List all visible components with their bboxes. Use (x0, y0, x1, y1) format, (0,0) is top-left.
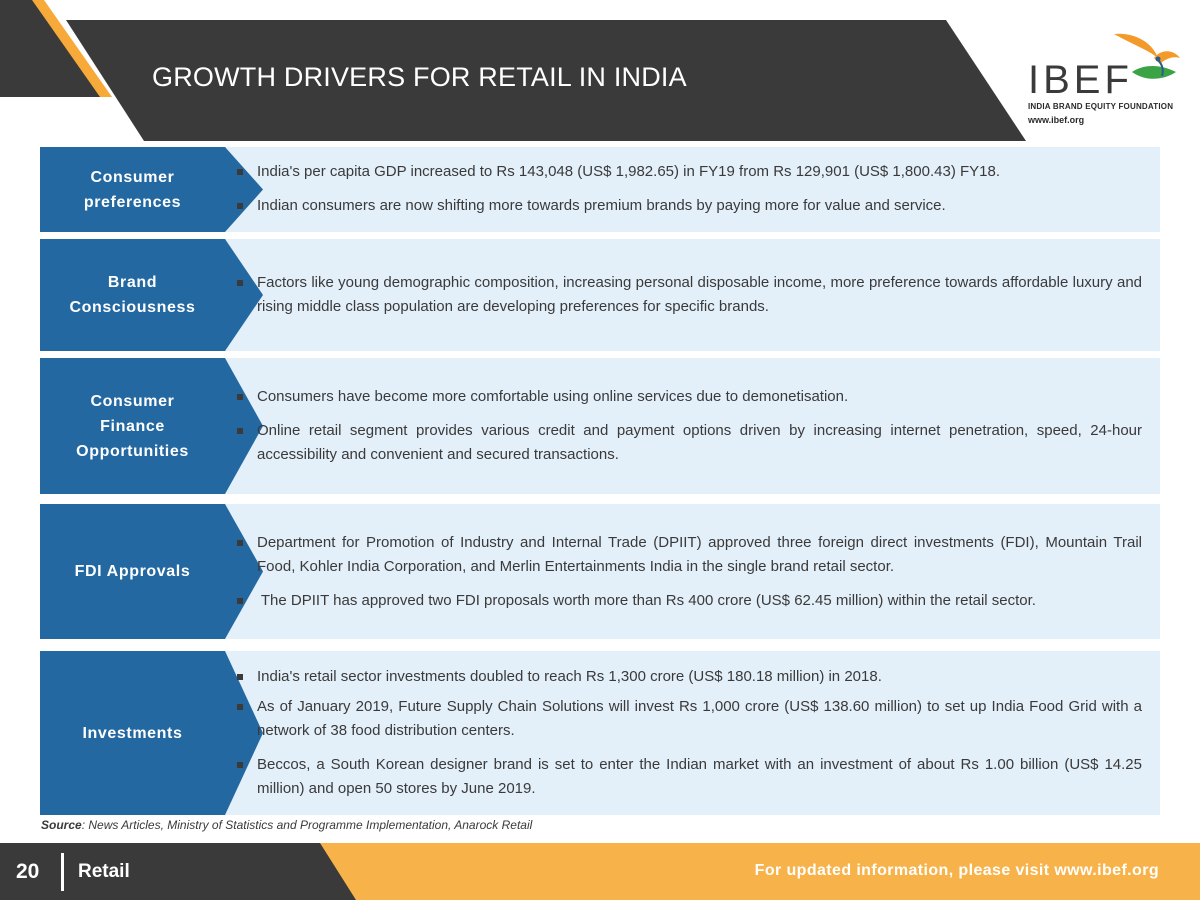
list-item: The DPIIT has approved two FDI proposals… (235, 589, 1142, 613)
row-label-line: Consciousness (69, 299, 196, 316)
logo-url[interactable]: www.ibef.org (1028, 115, 1085, 125)
source-note: Source: News Articles, Ministry of Stati… (41, 818, 532, 832)
source-label: Source (41, 818, 82, 832)
footer-section-name: Retail (78, 861, 130, 882)
row-label-line: Consumer (90, 168, 175, 186)
row-label-line: Opportunities (76, 442, 189, 460)
ibef-logo[interactable]: IBEF INDIA BRAND EQUITY FOUNDATION www.i… (1022, 22, 1182, 132)
row-arrow (205, 358, 265, 494)
footer-divider (61, 853, 64, 891)
list-item: India's retail sector investments double… (235, 665, 1142, 689)
row-label-line: Investments (82, 724, 183, 742)
bullet-list: India's per capita GDP increased to Rs 1… (235, 160, 1142, 218)
row-label-line: FDI Approvals (74, 563, 191, 580)
row-investments: Investments India's retail sector invest… (40, 651, 1160, 815)
page-number: 20 (16, 860, 40, 883)
list-item: Department for Promotion of Industry and… (235, 531, 1142, 579)
row-label: Investments (40, 651, 225, 815)
row-label: Brand Consciousness (40, 239, 225, 351)
header-band (66, 20, 1026, 141)
row-arrow (220, 239, 265, 351)
row-fdi-approvals: FDI Approvals Department for Promotion o… (40, 504, 1160, 639)
bullet-list: Factors like young demographic compositi… (235, 271, 1142, 319)
list-item: Beccos, a South Korean designer brand is… (235, 753, 1142, 801)
row-brand-consciousness: Brand Consciousness Factors like young de… (40, 239, 1160, 351)
row-arrow (200, 651, 265, 815)
logo-wordmark: IBEF (1028, 58, 1133, 102)
bullet-list: Department for Promotion of Industry and… (235, 531, 1142, 613)
list-item: Indian consumers are now shifting more t… (235, 194, 1142, 218)
bullet-list: Consumers have become more comfortable u… (235, 385, 1142, 467)
row-label-line: Brand (107, 274, 158, 291)
page-title: GROWTH DRIVERS FOR RETAIL IN INDIA (152, 62, 687, 92)
bird-logo-icon (1114, 33, 1180, 79)
row-consumer-preferences: Consumer preferences India's per capita G… (40, 147, 1160, 232)
row-arrow (205, 504, 265, 639)
row-label-line: preferences (83, 193, 182, 211)
footer-visit-link[interactable]: For updated information, please visit ww… (754, 862, 1159, 879)
list-item: Online retail segment provides various c… (235, 419, 1142, 467)
row-label: FDI Approvals (40, 504, 225, 639)
logo-subtitle: INDIA BRAND EQUITY FOUNDATION (1028, 102, 1174, 111)
row-arrow (220, 147, 265, 232)
list-item: Factors like young demographic compositi… (235, 271, 1142, 319)
list-item: Consumers have become more comfortable u… (235, 385, 1142, 409)
footer-dark-panel (0, 843, 356, 900)
row-label: Consumer preferences (40, 147, 225, 232)
bullet-list: India's retail sector investments double… (235, 665, 1142, 801)
row-label-line: Finance (100, 417, 165, 435)
row-consumer-finance: Consumer Finance Opportunities Consumers h… (40, 358, 1160, 494)
source-text: : News Articles, Ministry of Statistics … (81, 818, 533, 832)
row-label-line: Consumer (90, 392, 175, 410)
list-item: As of January 2019, Future Supply Chain … (235, 695, 1142, 743)
row-label: Consumer Finance Opportunities (40, 358, 225, 494)
list-item: India's per capita GDP increased to Rs 1… (235, 160, 1142, 184)
